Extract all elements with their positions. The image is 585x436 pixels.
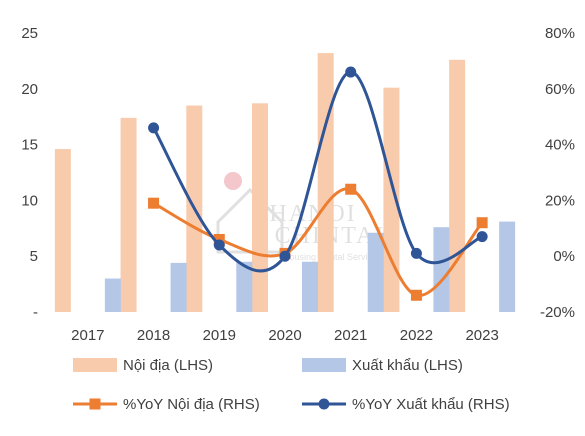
marker-yoy-noi-dia-2022 [410,289,422,301]
legend: Nội địa (LHS) Xuất khẩu (LHS) %YoY Nội địa… [73,357,510,413]
y-right-tick-0: -20% [540,304,575,321]
lines-layer [148,66,488,301]
legend-label-2: %YoY Nội địa (RHS) [123,396,260,413]
axes-layer: - 5 10 15 20 25 -20% 0% 20% 40% 60% 80% 2017 2018 2019… [21,25,575,344]
x-tick-2021: 2021 [334,327,367,344]
marker-yoy-noi-dia-2019 [213,233,225,245]
bar-noi-dia-2023 [449,59,466,313]
legend-swatch-0 [73,358,117,372]
marker-yoy-xuat-khau-2018 [148,122,160,134]
bar-xuat-khau-2020 [302,261,318,312]
y-left-tick-4: 20 [21,81,38,98]
bar-noi-dia-2017 [54,149,71,312]
x-tick-2020: 2020 [268,327,301,344]
bar-noi-dia-2020 [252,103,268,312]
bar-xuat-khau-2017 [104,278,121,312]
x-tick-2023: 2023 [465,327,498,344]
marker-yoy-noi-dia-2023 [476,217,488,229]
y-left-tick-0: - [33,304,38,321]
marker-yoy-noi-dia-2021 [345,183,357,195]
bar-xuat-khau-2018 [170,262,187,312]
y-left-tick-1: 5 [30,248,38,265]
y-right-tick-2: 20% [545,192,575,209]
y-left-tick-2: 10 [21,192,38,209]
marker-yoy-xuat-khau-2021 [345,66,357,78]
legend-label-0: Nội địa (LHS) [123,357,213,374]
bar-noi-dia-2022 [383,87,400,313]
y-right-tick-3: 40% [545,137,575,154]
marker-yoy-xuat-khau-2023 [476,231,488,243]
y-right-tick-1: 0% [553,248,575,265]
bar-xuat-khau-2023 [499,221,516,312]
marker-yoy-xuat-khau-2019 [213,239,225,251]
legend-swatch-1 [302,358,346,372]
x-tick-2017: 2017 [71,327,104,344]
marker-yoy-xuat-khau-2020 [279,250,291,262]
y-right-tick-4: 60% [545,81,575,98]
bar-noi-dia-2018 [120,117,137,312]
watermark-logo-dot [224,172,242,190]
y-right-tick-5: 80% [545,25,575,42]
y-left-tick-5: 25 [21,25,38,42]
legend-label-1: Xuất khẩu (LHS) [352,357,463,374]
marker-yoy-noi-dia-2018 [148,197,160,209]
bar-noi-dia-2021 [317,53,334,312]
y-left-tick-3: 15 [21,137,38,154]
bar-xuat-khau-2022 [433,227,450,312]
x-tick-2022: 2022 [400,327,433,344]
bar-xuat-khau-2019 [236,261,253,312]
bar-xuat-khau-2021 [367,232,384,312]
x-tick-2018: 2018 [137,327,170,344]
x-tick-2019: 2019 [203,327,236,344]
marker-yoy-xuat-khau-2022 [410,247,422,259]
legend-label-3: %YoY Xuất khẩu (RHS) [352,396,510,413]
legend-swatch-marker-2 [89,398,101,410]
legend-swatch-marker-3 [318,398,330,410]
